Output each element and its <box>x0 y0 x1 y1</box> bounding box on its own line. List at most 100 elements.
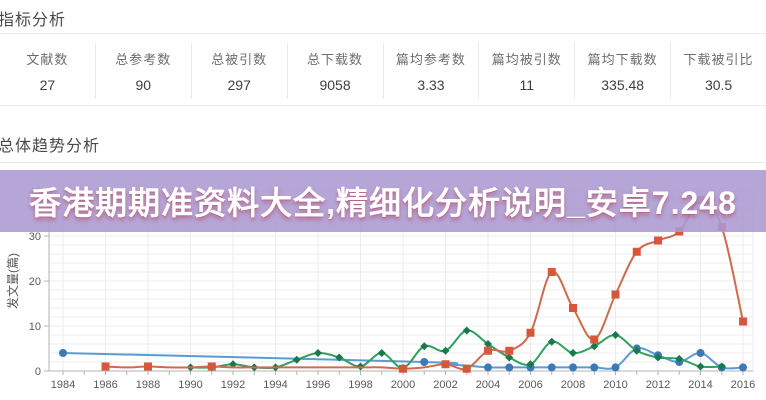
metric-value: 335.48 <box>601 76 645 93</box>
svg-text:10: 10 <box>29 321 41 333</box>
overlay-banner: 香港期期准资料大全,精细化分析说明_安卓7.248 <box>0 170 766 232</box>
svg-text:1984: 1984 <box>51 379 75 391</box>
svg-text:20: 20 <box>29 276 41 288</box>
data-point-green-2001 <box>420 342 429 351</box>
metric-avg-downloads: 篇均下载数 335.48 <box>574 42 670 99</box>
metric-download-cite-ratio: 下载被引比 30.5 <box>670 42 766 99</box>
data-point-green-2009 <box>590 342 599 351</box>
metric-label: 文献数 <box>26 51 69 67</box>
metric-label: 总参考数 <box>115 51 172 67</box>
metrics-row: 文献数 27 总参考数 90 总被引数 297 总下载数 9058 篇均参考数 … <box>0 34 766 106</box>
svg-text:1994: 1994 <box>263 379 287 391</box>
svg-text:2016: 2016 <box>731 379 755 391</box>
metrics-section-header: 指标分析 <box>0 0 766 34</box>
data-point-orange-2012 <box>654 236 662 245</box>
svg-text:30: 30 <box>29 231 41 243</box>
overlay-banner-text: 香港期期准资料大全,精细化分析说明_安卓7.248 <box>29 185 737 221</box>
data-point-orange-2007 <box>547 268 556 276</box>
data-point-orange-2005 <box>505 346 514 355</box>
svg-text:1996: 1996 <box>306 379 330 391</box>
svg-text:2008: 2008 <box>561 379 585 391</box>
metric-label: 篇均参考数 <box>395 51 466 67</box>
metrics-section-title: 指标分析 <box>0 12 67 29</box>
metric-value: 9058 <box>319 76 351 93</box>
data-point-blue-2001 <box>420 358 429 366</box>
data-point-green-1992 <box>229 360 237 369</box>
data-point-green-2011 <box>632 346 641 355</box>
data-point-green-2007 <box>547 337 556 346</box>
svg-text:2000: 2000 <box>391 379 415 391</box>
data-point-orange-2004 <box>484 346 492 355</box>
data-point-blue-2009 <box>590 363 599 372</box>
metric-doc-count: 文献数 27 <box>0 43 95 99</box>
metric-label: 篇均被引数 <box>491 51 562 67</box>
data-point-green-2006 <box>526 360 535 369</box>
metric-avg-cited: 篇均被引数 11 <box>478 42 574 99</box>
svg-text:2010: 2010 <box>603 379 627 391</box>
metric-value: 297 <box>227 76 251 93</box>
data-point-blue-2004 <box>484 363 492 372</box>
data-point-green-2005 <box>505 353 514 362</box>
data-point-green-1999 <box>377 349 386 357</box>
metric-label: 下载被引比 <box>683 51 754 67</box>
data-point-blue-2008 <box>569 363 577 372</box>
data-point-orange-1988 <box>144 362 152 371</box>
data-point-orange-2003 <box>462 364 471 373</box>
metric-value: 90 <box>135 76 152 93</box>
svg-text:0: 0 <box>35 366 41 378</box>
trend-chart: 0102030401984198619881990199219941996199… <box>0 163 766 400</box>
data-point-blue-2014 <box>696 349 705 357</box>
data-point-green-2004 <box>484 340 492 348</box>
data-point-green-2008 <box>569 349 577 357</box>
metric-value: 27 <box>39 76 56 93</box>
data-point-green-1995 <box>292 355 301 364</box>
data-point-green-2002 <box>441 346 450 355</box>
data-point-green-2010 <box>611 331 620 339</box>
data-point-blue-2010 <box>611 363 620 372</box>
data-point-green-1996 <box>314 349 322 357</box>
data-point-green-2013 <box>675 354 684 363</box>
data-point-green-2014 <box>696 362 705 371</box>
data-point-orange-2009 <box>590 335 599 344</box>
metric-label: 总被引数 <box>211 51 268 67</box>
data-point-blue-2007 <box>547 363 556 372</box>
data-point-orange-2010 <box>611 290 620 299</box>
svg-text:1986: 1986 <box>93 379 117 391</box>
svg-text:1992: 1992 <box>221 379 245 391</box>
svg-text:2012: 2012 <box>646 379 670 391</box>
metric-label: 篇均下载数 <box>587 51 658 67</box>
data-point-orange-2006 <box>526 328 535 337</box>
data-point-blue-1984 <box>59 349 67 357</box>
metric-value: 11 <box>519 76 535 93</box>
data-point-blue-2016 <box>739 363 747 372</box>
trend-chart-canvas: 0102030401984198619881990199219941996199… <box>5 186 755 391</box>
svg-text:1990: 1990 <box>178 379 202 391</box>
metric-label: 总下载数 <box>307 51 364 67</box>
data-point-orange-2016 <box>739 317 747 326</box>
data-point-green-1997 <box>335 353 344 362</box>
metric-total-downloads: 总下载数 9058 <box>286 42 383 99</box>
data-point-orange-2000 <box>399 364 407 373</box>
data-point-green-2003 <box>462 326 471 335</box>
metric-total-refs: 总参考数 90 <box>94 42 191 99</box>
metric-value: 3.33 <box>417 76 445 93</box>
metric-value: 30.5 <box>704 76 733 93</box>
metric-total-cited: 总被引数 297 <box>190 42 287 99</box>
data-point-orange-2002 <box>441 360 450 369</box>
data-point-orange-1991 <box>207 362 216 371</box>
trend-section-title: 总体趋势分析 <box>0 138 101 155</box>
data-point-blue-2005 <box>505 363 514 372</box>
data-point-green-2015 <box>717 362 726 371</box>
data-point-orange-2008 <box>569 304 577 312</box>
data-point-orange-2011 <box>632 247 641 256</box>
svg-text:2006: 2006 <box>518 379 542 391</box>
svg-text:2004: 2004 <box>476 379 500 391</box>
svg-text:2002: 2002 <box>433 379 457 391</box>
svg-text:1988: 1988 <box>136 379 160 391</box>
y-axis-title: 发文量(篇) <box>5 253 20 309</box>
trend-section-header: 总体趋势分析 <box>0 106 766 163</box>
data-point-orange-1986 <box>101 362 110 371</box>
metric-avg-refs: 篇均参考数 3.33 <box>382 42 479 99</box>
svg-text:1998: 1998 <box>348 379 372 391</box>
svg-text:2014: 2014 <box>688 379 712 391</box>
